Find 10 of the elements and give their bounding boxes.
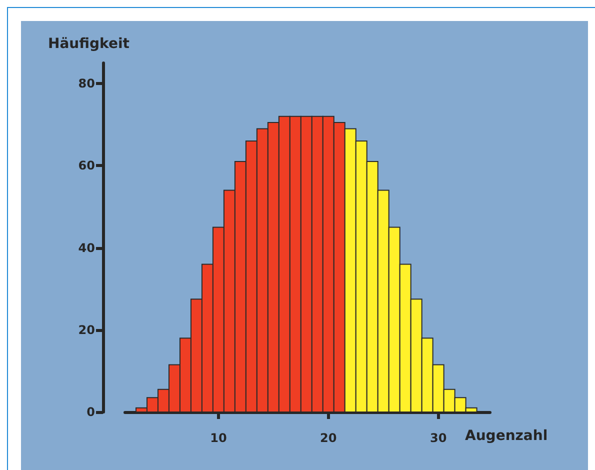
- x-tick-label: 10: [210, 431, 227, 445]
- y-tick-label: 60: [78, 158, 95, 173]
- y-axis-title: Häufigkeit: [48, 36, 130, 52]
- x-tick-label: 20: [320, 431, 337, 445]
- y-tick-label: 80: [78, 76, 95, 91]
- y-tick-label: 20: [78, 322, 95, 337]
- x-tick-label: 30: [430, 431, 447, 445]
- y-tick-label: 0: [86, 405, 95, 419]
- y-tick-label: 40: [78, 240, 95, 255]
- x-axis-title: Augenzahl: [465, 428, 548, 444]
